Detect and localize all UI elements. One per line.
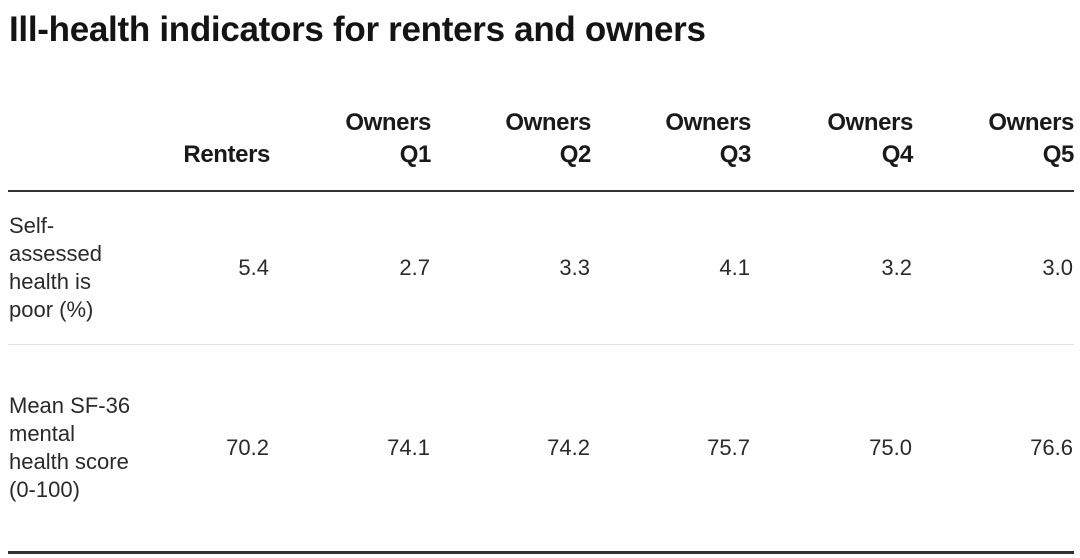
table-cell: 70.2 <box>226 435 269 460</box>
table-cell: 3.0 <box>1042 255 1073 280</box>
column-header-line1: Owners <box>827 109 913 136</box>
column-header-line2: Q1 <box>399 141 432 168</box>
column-header-line1: Owners <box>665 109 751 136</box>
chart-title: Ill-health indicators for renters and ow… <box>9 10 706 49</box>
column-header-line1: Owners <box>345 109 431 136</box>
column-header-owners-q3: Owners Q3 <box>591 103 751 191</box>
table-row-self-assessed-health: Self-assessed health is poor (%) 5.4 2.7… <box>8 191 1074 345</box>
table-cell: 74.1 <box>387 435 430 460</box>
column-header-owners-q4: Owners Q4 <box>751 103 913 191</box>
column-header-line1: Owners <box>505 109 591 136</box>
table-cell: 75.7 <box>707 435 750 460</box>
table-row-mental-health-score: Mean SF-36 mental health score (0-100) 7… <box>8 345 1074 553</box>
column-header-owners-q1: Owners Q1 <box>270 103 431 191</box>
column-header-line2: Q2 <box>559 141 592 168</box>
column-header-owners-q2: Owners Q2 <box>431 103 591 191</box>
header-row: Renters Owners Q1 Owners Q2 Owners Q3 Owner… <box>8 103 1074 191</box>
row-label: Mean SF-36 mental health score (0-100) <box>9 393 131 502</box>
data-table: Renters Owners Q1 Owners Q2 Owners Q3 Owner… <box>8 103 1074 554</box>
column-header-line2: Q5 <box>1042 141 1075 168</box>
column-header-line2: Renters <box>183 141 270 168</box>
table-cell: 3.3 <box>559 255 590 280</box>
table-cell: 76.6 <box>1030 435 1073 460</box>
row-label-header <box>8 103 148 191</box>
table-cell: 75.0 <box>869 435 912 460</box>
table-cell: 74.2 <box>547 435 590 460</box>
column-header-line1: Owners <box>988 109 1074 136</box>
table-cell: 3.2 <box>881 255 912 280</box>
table-cell: 2.7 <box>399 255 430 280</box>
column-header-owners-q5: Owners Q5 <box>913 103 1074 191</box>
column-header-renters: Renters <box>148 103 270 191</box>
table-cell: 5.4 <box>238 255 269 280</box>
data-table-wrap: Renters Owners Q1 Owners Q2 Owners Q3 Owner… <box>8 0 1074 558</box>
column-header-line2: Q3 <box>719 141 752 168</box>
row-label: Self-assessed health is poor (%) <box>9 213 102 322</box>
column-header-line2: Q4 <box>881 141 914 168</box>
table-cell: 4.1 <box>719 255 750 280</box>
